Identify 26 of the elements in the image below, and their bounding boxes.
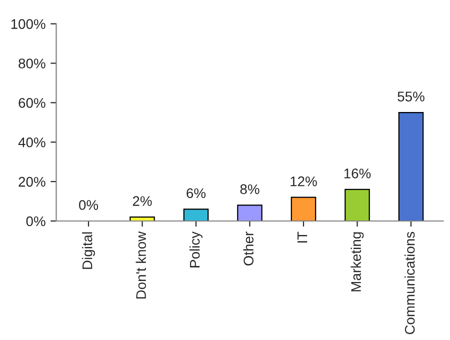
data-label: 55% [398,92,424,102]
bar [344,188,370,221]
data-label: 0% [79,200,98,210]
data-label: 16% [344,168,371,178]
x-tick-label: Policy [190,231,202,268]
data-label: 6% [186,188,206,198]
x-tick-label: Don't know [136,231,146,299]
bar [290,196,316,221]
x-tick-label: Other [243,232,254,266]
bar [130,216,155,221]
bar [398,112,424,221]
x-tick-label: Digital [82,232,95,269]
bar [183,208,209,221]
y-tick-label: 0% [26,216,46,226]
y-tick-label: 80% [18,58,46,68]
x-tick-label: Communications [404,232,415,334]
x-tick-label: Marketing [350,232,364,292]
data-label: 12% [290,176,317,186]
data-label: 8% [240,184,260,194]
x-tick-label: IT [298,232,308,242]
y-tick-label: 100% [11,19,46,29]
y-tick-label: 20% [18,176,46,187]
bar [237,204,262,221]
data-label: 2% [132,196,152,206]
y-tick-label: 40% [18,137,46,148]
y-tick-label: 60% [18,98,46,108]
